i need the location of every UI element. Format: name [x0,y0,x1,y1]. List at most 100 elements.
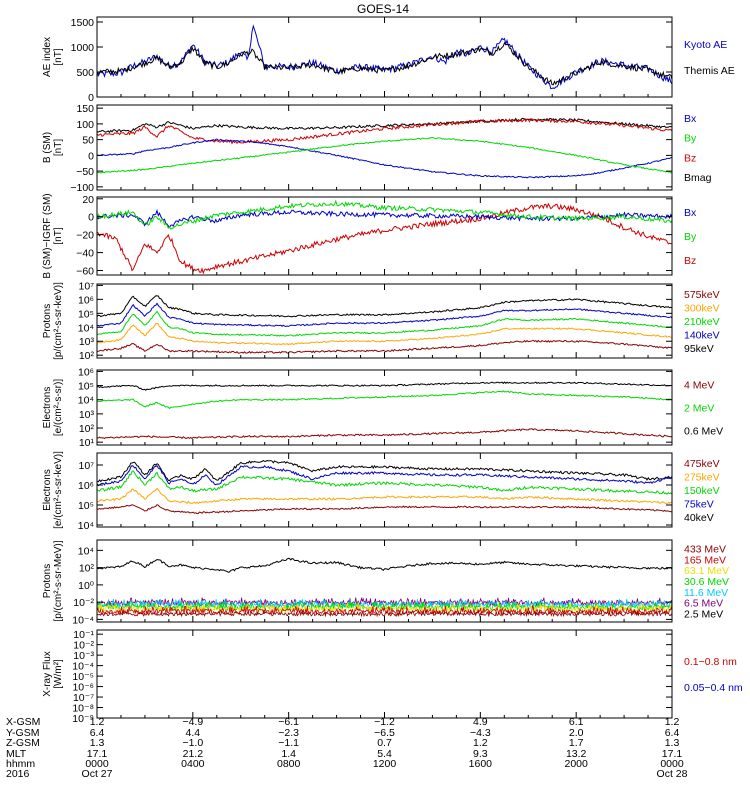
y-axis-label: Protons [42,304,53,338]
y-tick-label: 10⁻⁷ [73,692,94,704]
75kev-line [97,465,672,487]
y-tick-label: 100 [76,119,94,131]
legend-entry: 575keV [684,289,720,301]
legend-entry: 2 MeV [684,403,714,415]
y-tick-label: 10⁷ [79,460,95,472]
legend-entry: 11.6 MeV [684,587,728,599]
y-axis-label: AE index [42,37,53,77]
ephemeris-value: 1600 [469,758,493,770]
y-tick-label: 10⁻² [73,640,94,652]
ephemeris-row-label: hhmm [6,758,35,770]
legend-entry: 475keV [684,458,720,470]
legend-entry: 95keV [684,343,714,355]
210kev-line [97,310,672,337]
xray-panel: 10⁻⁹10⁻⁸10⁻⁷10⁻⁶10⁻⁵10⁻⁴10⁻³10⁻²10⁻¹ X-ra… [42,629,743,725]
by-line [97,199,672,230]
y-tick-label: 10⁴ [78,322,94,334]
ephemeris-value: 2000 [564,758,588,770]
y-tick-label: 10⁵ [78,308,94,320]
2-mev-line [97,390,672,410]
y-tick-label: −60 [76,266,94,278]
legend-entry: Bmag [684,172,712,184]
y-tick-label: 10² [79,350,95,362]
y-tick-label: 10⁻⁴ [72,661,94,673]
legend-entry: Themis AE [684,65,735,77]
y-tick-label: 10⁶ [78,366,94,378]
bz-line [97,118,672,145]
ephemeris-value: 0.7 [377,737,392,749]
ephemeris-row-label: Z-GSM [6,737,40,749]
legend-entry: By [684,231,697,243]
legend-entry: 210keV [684,316,720,328]
y-tick-label: 10³ [79,336,95,348]
y-tick-label: 10⁰ [78,580,95,592]
ephemeris-value: 6.4 [90,727,105,739]
y-tick-label: 10⁻⁴ [72,614,94,626]
ephemeris-value: 6.4 [665,727,680,739]
ephemeris-value: Oct 27 [82,768,113,780]
y-tick-label: 10⁻⁵ [72,671,94,683]
ephemeris-axis: X-GSMY-GSMZ-GSMMLThhmm20161.26.41.317.10… [6,716,688,780]
ephemeris-value: 1.2 [665,716,680,728]
legend-entry: 2.5 MeV [684,609,723,621]
y-axis-label: Electrons [42,387,53,429]
ephemeris-value: 1.2 [90,716,105,728]
ae-panel: 0 500 1000 1500 AE index [nT] Kyoto AE Themis A… [42,16,735,104]
ephemeris-value: 13.2 [566,748,587,760]
ephemeris-value: 6.1 [569,716,584,728]
ephemeris-value: 1.3 [90,737,105,749]
y-tick-label: 0 [88,150,94,162]
y-tick-label: −40 [76,248,94,260]
ephemeris-value: 17.1 [662,748,683,760]
electrons-high-panel-frame [96,369,673,446]
y-tick-label: 10⁷ [79,280,95,292]
95kev-line [97,295,672,318]
140kev-line [97,302,672,328]
ephemeris-row-label: 2016 [6,768,30,780]
y-axis-label: [p/(cm²-s-sr-MeV)] [53,540,64,621]
y-tick-label: 20 [82,194,94,206]
y-tick-label: 1000 [71,42,95,54]
ephemeris-value: 0000 [660,758,684,770]
legend-entry: 0.05−0.4 nm [684,682,743,694]
y-tick-label: 10² [79,563,95,575]
legend-entry: 40keV [684,512,714,524]
protons-low-panel-series [97,295,672,354]
y-axis-label: [e/(cm²-s-sr-keV)] [53,451,64,529]
legend-entry: Bz [684,255,696,267]
y-tick-label: 10⁻⁶ [72,682,94,694]
275kev-line [97,487,672,505]
6-5-mev-line [97,596,672,608]
475kev-line [97,504,672,515]
electrons-high-panel: 10¹ 10² 10³ 10⁴ 10⁵ 10⁶ Electrons [e/(cm²-s-sr)… [42,366,723,449]
y-tick-label: 10¹ [79,437,95,449]
kyoto-ae-line [97,24,672,90]
y-tick-label: 10³ [79,409,95,421]
protons-low-panel-frame [96,283,673,359]
legend-entry: 140keV [684,330,720,342]
legend-entry: 63.1 MeV [684,565,729,577]
y-tick-label: −100 [70,182,94,194]
y-tick-label: 10⁵ [78,381,94,393]
40kev-line [97,459,672,483]
y-tick-label: 10⁻⁸ [72,703,94,715]
y-tick-label: 150 [76,103,94,115]
y-tick-label: −50 [76,166,94,178]
dbsm-panel: −60 −40 −20 0 20 B (SM)−IGRF (SM) [nT] Bx By Bz [42,193,697,278]
ephemeris-value: 1.7 [569,737,584,749]
ephemeris-value: −6.5 [374,727,395,739]
ephemeris-row-label: MLT [6,748,27,760]
y-tick-label: 0 [88,212,94,224]
y-tick-label: 1500 [71,17,95,29]
legend-entry: 150keV [684,485,720,497]
63-1-mev-line [97,601,672,614]
0-6-mev-line [97,381,672,391]
ephemeris-value: 1200 [373,758,397,770]
y-axis-label: [e/(cm²-s-sr)] [53,379,64,436]
legend-entry: 165 MeV [684,554,726,566]
bsm-panel-frame [96,104,673,191]
legend-entry: Bx [684,113,697,125]
ephemeris-row-label: Y-GSM [6,727,39,739]
